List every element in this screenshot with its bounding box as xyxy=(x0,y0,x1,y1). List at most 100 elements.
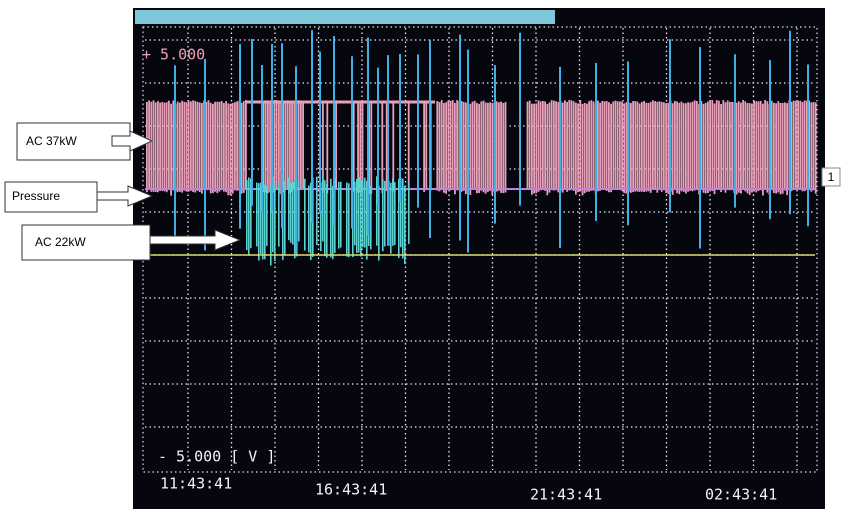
trace-strip xyxy=(452,100,454,189)
trace-strip xyxy=(637,102,639,192)
trace-strip xyxy=(771,101,773,190)
trace-strip xyxy=(436,101,438,191)
trace-strip xyxy=(155,102,157,192)
trace-strip xyxy=(751,104,753,193)
label: Pressure xyxy=(12,189,60,203)
trace-strip xyxy=(404,186,406,264)
trace-strip xyxy=(540,101,542,190)
trace-strip xyxy=(764,100,766,189)
trace-strip xyxy=(487,103,489,192)
trace-strip xyxy=(425,101,427,190)
trace-strip xyxy=(780,103,782,194)
trace-strip xyxy=(290,183,292,243)
trace-strip xyxy=(557,102,559,192)
trace-strip xyxy=(810,102,812,191)
trace-strip xyxy=(335,100,337,188)
trace-strip xyxy=(566,102,568,192)
trace-strip xyxy=(370,186,372,250)
trace-strip xyxy=(535,103,537,193)
trace-strip xyxy=(608,102,610,192)
trace-strip xyxy=(199,102,201,192)
trace-strip xyxy=(150,102,152,192)
trace-strip xyxy=(797,101,799,190)
trace-strip xyxy=(593,101,595,190)
trace-strip xyxy=(590,100,592,191)
trace-strip xyxy=(248,177,250,255)
trace-strip xyxy=(441,100,443,188)
trace-strip xyxy=(454,103,456,194)
trace-strip xyxy=(223,103,225,192)
trace-strip xyxy=(153,100,155,192)
trace-strip xyxy=(711,100,713,191)
trace-strip xyxy=(709,100,711,189)
trace-strip xyxy=(597,101,599,192)
trace-strip xyxy=(186,102,188,191)
time-label: 02:43:41 xyxy=(705,486,777,504)
trace-strip xyxy=(551,100,553,190)
trace-strip xyxy=(648,103,650,191)
trace-strip xyxy=(201,103,203,194)
trace-strip xyxy=(639,103,641,191)
trace-strip xyxy=(703,104,705,193)
trace-strip xyxy=(197,102,199,191)
trace-strip xyxy=(799,101,801,190)
trace-strip xyxy=(720,104,722,192)
trace-strip xyxy=(161,102,163,191)
trace-strip xyxy=(632,101,634,192)
trace-strip xyxy=(527,102,529,190)
trace-strip xyxy=(689,103,691,191)
trace-strip xyxy=(445,102,447,194)
trace-strip xyxy=(740,103,742,194)
trace-strip xyxy=(394,182,396,245)
trace-strip xyxy=(384,181,386,247)
trace-strip xyxy=(795,101,797,190)
trace-strip xyxy=(564,100,566,188)
trace-strip xyxy=(183,102,185,191)
trace-strip xyxy=(716,100,718,188)
trace-strip xyxy=(672,103,674,195)
trace-strip xyxy=(340,182,342,248)
trace-strip xyxy=(538,100,540,192)
trace-strip xyxy=(172,100,174,190)
trace-strip xyxy=(573,101,575,191)
trace-strip xyxy=(529,101,531,191)
trace-strip xyxy=(610,104,612,192)
trace-strip xyxy=(652,100,654,190)
trace-strip xyxy=(157,101,159,192)
trace-strip xyxy=(546,104,548,195)
trace-strip xyxy=(480,101,482,190)
trace-strip xyxy=(599,103,601,191)
trace-strip xyxy=(472,102,474,190)
trace-strip xyxy=(502,103,504,193)
trace-strip xyxy=(683,103,685,192)
trace-strip xyxy=(727,100,729,189)
trace-strip xyxy=(245,100,247,189)
label: AC 37kW xyxy=(26,134,77,148)
trace-strip xyxy=(298,100,300,189)
trace-strip xyxy=(164,103,166,192)
trace-strip xyxy=(760,101,762,190)
trace-strip xyxy=(588,101,590,191)
trace-strip xyxy=(232,103,234,194)
trace-strip xyxy=(718,101,720,190)
channel-marker: 1 xyxy=(828,170,835,184)
trace-strip xyxy=(214,102,216,192)
trace-strip xyxy=(744,101,746,191)
trace-strip xyxy=(621,102,623,191)
trace-strip xyxy=(665,103,667,193)
trace-strip xyxy=(742,100,744,189)
trace-strip xyxy=(606,101,608,191)
trace-strip xyxy=(298,179,300,241)
trace-strip xyxy=(402,179,404,259)
trace-strip xyxy=(612,101,614,189)
trace-strip xyxy=(615,101,617,190)
trace-strip xyxy=(676,102,678,194)
trace-strip xyxy=(815,102,817,193)
trace-strip xyxy=(623,103,625,193)
trace-strip xyxy=(619,101,621,189)
trace-strip xyxy=(722,100,724,189)
trace-strip xyxy=(641,102,643,192)
trace-strip xyxy=(212,104,214,193)
trace-strip xyxy=(288,178,290,241)
trace-strip xyxy=(667,103,669,194)
